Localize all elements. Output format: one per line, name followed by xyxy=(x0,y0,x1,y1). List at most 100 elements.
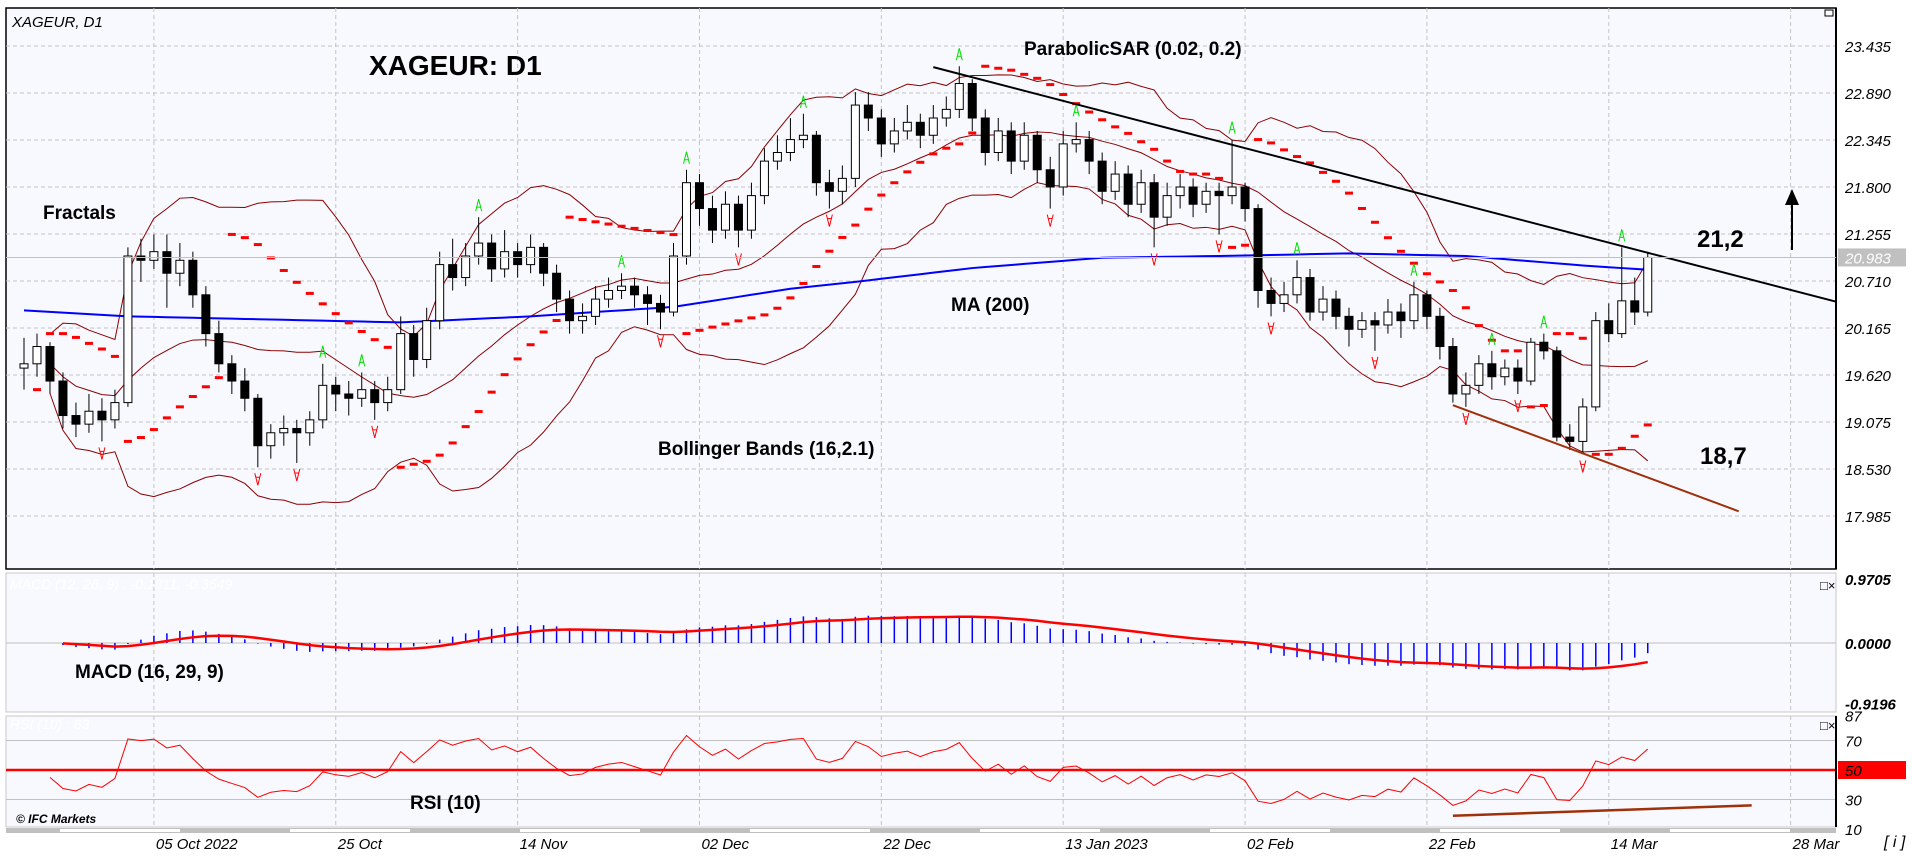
candle[interactable] xyxy=(292,427,302,434)
candle[interactable] xyxy=(720,203,730,231)
candle[interactable] xyxy=(175,259,185,274)
candle[interactable] xyxy=(785,139,795,154)
candle[interactable] xyxy=(1565,436,1575,442)
candle[interactable] xyxy=(1604,320,1614,335)
candle[interactable] xyxy=(383,389,393,404)
candle[interactable] xyxy=(578,315,588,322)
candle[interactable] xyxy=(461,255,471,279)
candle[interactable] xyxy=(136,255,146,261)
macd-window-controls[interactable]: □× xyxy=(1820,578,1835,593)
rsi-window-controls[interactable]: □× xyxy=(1820,718,1835,733)
candle[interactable] xyxy=(58,380,68,417)
candle[interactable] xyxy=(1591,320,1601,408)
candle[interactable] xyxy=(1110,173,1120,192)
candle[interactable] xyxy=(97,410,107,421)
info-button[interactable]: [ i ] xyxy=(1884,834,1906,851)
resistance-trendline[interactable] xyxy=(933,66,1837,303)
scrollbar[interactable] xyxy=(6,828,1836,833)
candle[interactable] xyxy=(915,121,925,136)
candle[interactable] xyxy=(565,298,575,322)
candle[interactable] xyxy=(500,251,510,270)
candle[interactable] xyxy=(344,393,354,399)
candle[interactable] xyxy=(474,242,484,257)
candle[interactable] xyxy=(1409,294,1419,322)
candle[interactable] xyxy=(1513,367,1523,382)
candle[interactable] xyxy=(1045,169,1055,188)
candle[interactable] xyxy=(240,380,250,399)
candle[interactable] xyxy=(863,104,873,119)
candle[interactable] xyxy=(1123,173,1133,205)
candle[interactable] xyxy=(1500,367,1510,378)
candle[interactable] xyxy=(1643,256,1653,313)
candle[interactable] xyxy=(772,152,782,162)
candle[interactable] xyxy=(487,242,497,270)
candle[interactable] xyxy=(1240,186,1250,210)
candle[interactable] xyxy=(1253,208,1263,291)
candle[interactable] xyxy=(448,264,458,279)
candle[interactable] xyxy=(1370,320,1380,326)
candle[interactable] xyxy=(1344,315,1354,330)
candle[interactable] xyxy=(811,134,821,184)
candle[interactable] xyxy=(1097,160,1107,192)
candle[interactable] xyxy=(1266,289,1276,304)
candle[interactable] xyxy=(552,272,562,300)
candle[interactable] xyxy=(227,363,237,382)
candle[interactable] xyxy=(1201,190,1211,205)
candle[interactable] xyxy=(928,117,938,136)
candle[interactable] xyxy=(630,285,640,296)
candle[interactable] xyxy=(214,333,224,365)
candle[interactable] xyxy=(1487,363,1497,378)
candle[interactable] xyxy=(1617,300,1627,335)
rsi-trendline[interactable] xyxy=(1452,804,1752,817)
candle[interactable] xyxy=(1136,182,1146,205)
candle[interactable] xyxy=(1071,139,1081,145)
candle[interactable] xyxy=(759,160,769,197)
main-maximize-icon[interactable] xyxy=(1824,9,1834,17)
candle[interactable] xyxy=(707,208,717,231)
candle[interactable] xyxy=(123,255,133,404)
candle[interactable] xyxy=(617,285,627,291)
candle[interactable] xyxy=(824,182,834,192)
candle[interactable] xyxy=(539,246,549,274)
candle[interactable] xyxy=(1474,363,1484,386)
candle[interactable] xyxy=(1162,195,1172,218)
candle[interactable] xyxy=(409,333,419,360)
candle[interactable] xyxy=(1318,298,1328,313)
candle[interactable] xyxy=(876,117,886,145)
candle[interactable] xyxy=(1578,406,1588,442)
candle[interactable] xyxy=(1435,315,1445,348)
candle[interactable] xyxy=(253,397,263,447)
candle[interactable] xyxy=(149,251,159,261)
candle[interactable] xyxy=(45,346,55,382)
candle[interactable] xyxy=(1630,300,1640,313)
candle[interactable] xyxy=(1539,341,1549,352)
candle[interactable] xyxy=(1227,186,1237,197)
candle[interactable] xyxy=(279,427,289,434)
candle[interactable] xyxy=(318,384,328,421)
candle[interactable] xyxy=(1383,311,1393,326)
candle[interactable] xyxy=(19,363,29,369)
candle[interactable] xyxy=(422,320,432,360)
candle[interactable] xyxy=(669,255,678,313)
candle[interactable] xyxy=(305,419,315,434)
candle[interactable] xyxy=(902,121,912,132)
candle[interactable] xyxy=(1149,182,1159,218)
candle[interactable] xyxy=(850,104,860,179)
candle[interactable] xyxy=(681,182,691,257)
candle[interactable] xyxy=(1279,294,1289,304)
candle[interactable] xyxy=(188,259,198,296)
candle[interactable] xyxy=(331,384,341,395)
candle[interactable] xyxy=(357,389,367,399)
candle[interactable] xyxy=(1188,186,1198,205)
candle[interactable] xyxy=(798,134,808,141)
candle[interactable] xyxy=(604,289,614,300)
candle[interactable] xyxy=(656,302,666,313)
candle[interactable] xyxy=(201,294,211,335)
candle[interactable] xyxy=(526,246,536,266)
candle[interactable] xyxy=(370,389,380,404)
candle[interactable] xyxy=(162,251,172,274)
candle[interactable] xyxy=(1032,134,1042,171)
candle[interactable] xyxy=(513,251,523,266)
candle[interactable] xyxy=(1214,190,1224,197)
